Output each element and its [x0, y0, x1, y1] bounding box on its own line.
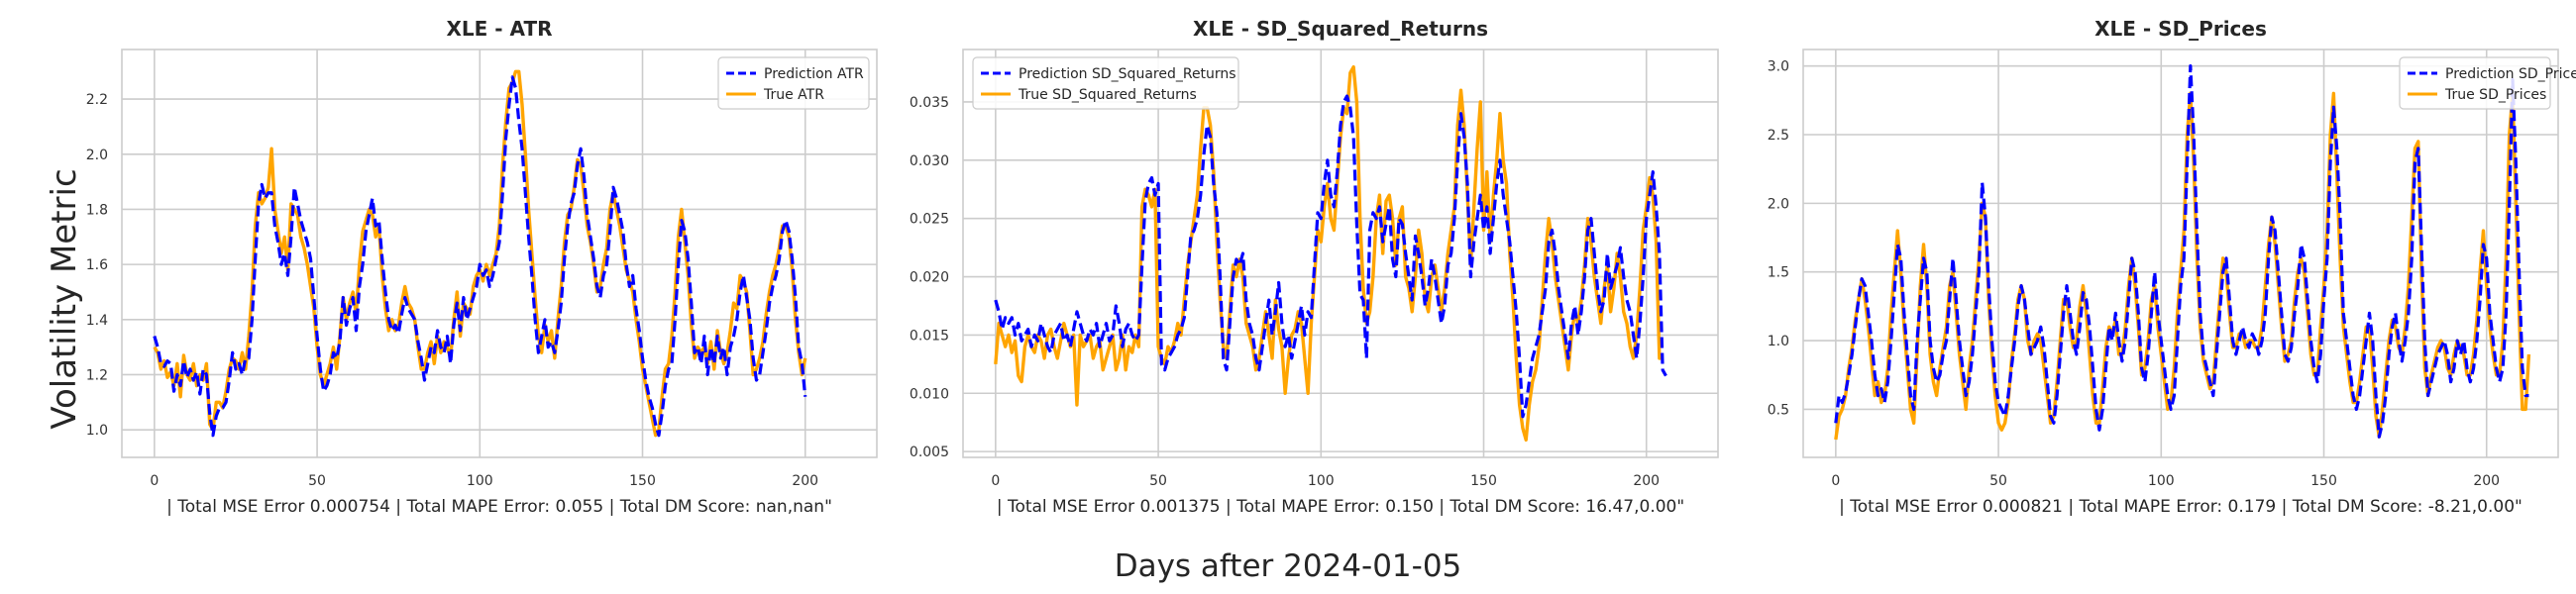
x-tick-label: 50 [308, 473, 326, 489]
chart-title: XLE - SD_Squared_Returns [1193, 17, 1488, 41]
x-tick-label: 200 [2473, 473, 2500, 489]
y-tick-label: 0.005 [910, 445, 949, 460]
x-tick-label: 0 [991, 473, 1000, 489]
y-tick-label: 0.015 [910, 328, 949, 344]
y-tick-label: 1.0 [1768, 334, 1789, 349]
legend: Prediction SD_Prices True SD_Prices [2399, 56, 2576, 110]
legend-label: Prediction SD_Squared_Returns [1019, 66, 1236, 82]
x-tick-label: 100 [2148, 473, 2175, 489]
y-tick-label: 1.2 [86, 367, 108, 383]
y-tick-label: 0.030 [910, 153, 949, 169]
prediction-series-line [153, 75, 807, 438]
x-tick-label: 50 [1149, 473, 1167, 489]
legend-label: Prediction SD_Prices [2445, 66, 2576, 82]
plot-frame [121, 49, 878, 458]
x-tick-label: 150 [2310, 473, 2337, 489]
y-tick-label: 1.6 [86, 257, 108, 273]
y-tick-label: 0.035 [910, 95, 949, 111]
x-tick-label: 0 [150, 473, 159, 489]
figure-y-axis-label: Volatility Metric [45, 168, 84, 429]
legend: Prediction ATR True ATR [717, 56, 870, 110]
y-tick-label: 1.5 [1768, 265, 1789, 281]
plot-frame [962, 49, 1719, 458]
y-tick-label: 1.8 [86, 202, 108, 218]
chart-title: XLE - SD_Prices [2094, 17, 2267, 41]
chart-panel-2: 0.005 0.010 0.015 0.020 0.025 0.030 0.035 0 50 10… [910, 17, 1719, 517]
chart-x-axis-label: | Total MSE Error 0.000821 | Total MAPE … [1839, 497, 2522, 517]
legend-label: Prediction ATR [764, 66, 864, 82]
x-tick-label: 0 [1831, 473, 1840, 489]
chart-panel-3: 0.5 1.0 1.5 2.0 2.5 3.0 0 50 100 150 200 XLE - SD_P… [1768, 17, 2576, 517]
y-tick-label: 0.010 [910, 386, 949, 402]
y-tick-label: 1.4 [86, 313, 108, 329]
x-tick-label: 150 [629, 473, 656, 489]
true-series-line [994, 64, 1664, 443]
legend-label: True SD_Squared_Returns [1018, 87, 1197, 103]
chart-x-axis-label: | Total MSE Error 0.000754 | Total MAPE … [166, 497, 832, 517]
y-tick-label: 0.025 [910, 212, 949, 228]
plot-frame [1802, 49, 2559, 458]
y-tick-label: 2.0 [1768, 196, 1789, 212]
x-tick-label: 100 [467, 473, 493, 489]
legend-box [972, 56, 1239, 110]
x-tick-label: 50 [1989, 473, 2007, 489]
chart-title: XLE - ATR [446, 17, 552, 41]
prediction-series-line [1834, 64, 2529, 439]
y-tick-label: 0.020 [910, 270, 949, 286]
chart-x-axis-label: | Total MSE Error 0.001375 | Total MAPE … [997, 497, 1684, 517]
x-tick-label: 200 [792, 473, 818, 489]
legend-label: True ATR [763, 87, 824, 103]
x-tick-label: 100 [1308, 473, 1335, 489]
legend-box [2399, 56, 2551, 110]
x-tick-label: 200 [1633, 473, 1660, 489]
y-tick-label: 0.5 [1768, 402, 1789, 418]
chart-panel-1: 1.0 1.2 1.4 1.6 1.8 2.0 2.2 0 50 100 150 200 XLE - A… [86, 17, 878, 517]
y-tick-label: 1.0 [86, 423, 108, 439]
prediction-series-line [994, 94, 1667, 419]
legend-box [717, 56, 870, 110]
y-tick-label: 2.2 [86, 92, 108, 108]
x-tick-label: 150 [1470, 473, 1497, 489]
y-tick-label: 2.5 [1768, 128, 1789, 144]
y-tick-label: 3.0 [1768, 59, 1789, 75]
figure-x-axis-label: Days after 2024-01-05 [1115, 548, 1462, 584]
y-tick-label: 2.0 [86, 148, 108, 163]
legend: Prediction SD_Squared_Returns True SD_Squ… [972, 56, 1239, 110]
legend-label: True SD_Prices [2444, 87, 2546, 103]
